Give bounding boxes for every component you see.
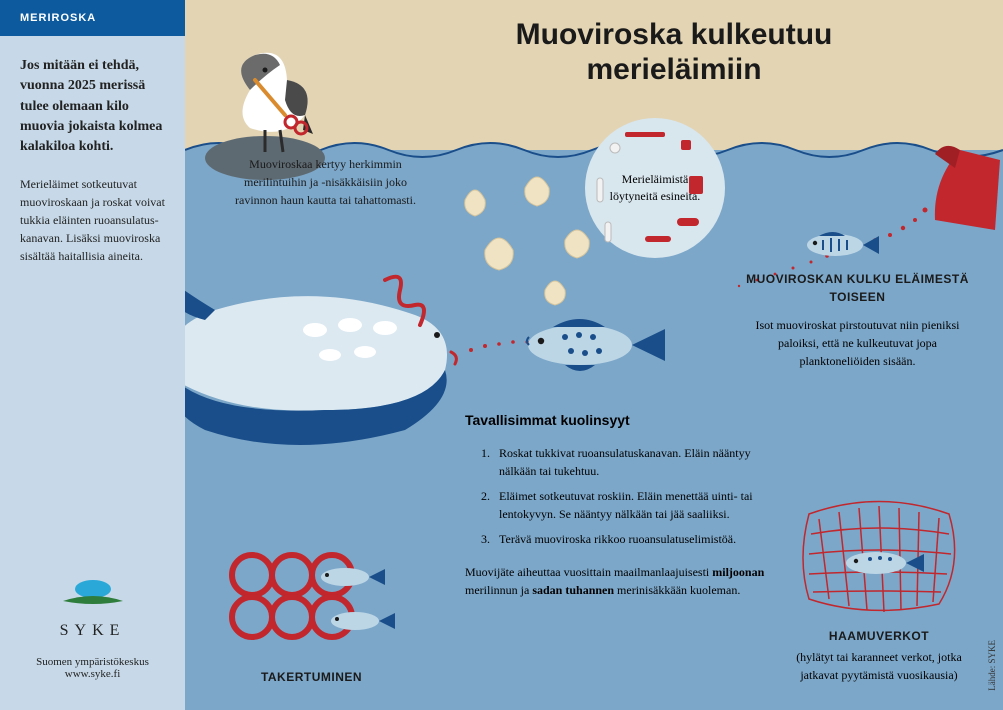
- org-url: www.syke.fi: [10, 668, 175, 680]
- ghost-net-block: HAAMUVERKOT (hylätyt tai karanneet verko…: [779, 494, 979, 684]
- ghost-heading: HAAMUVERKOT: [779, 628, 979, 645]
- transfer-body: Isot muoviroskat pirstoutuvat niin pieni…: [740, 316, 975, 370]
- causes-footer-mid: merilinnun ja: [465, 583, 532, 597]
- causes-heading: Tavallisimmat kuolinsyyt: [465, 410, 775, 432]
- sidebar: MERIROSKA Jos mitään ei tehdä, vuonna 20…: [0, 0, 185, 710]
- title-line-1: Muoviroska kulkeutuu: [516, 18, 833, 51]
- cause-item: Roskat tukkivat ruoansulatuskanavan. Elä…: [493, 444, 775, 481]
- sidebar-lead-text: Jos mitään ei tehdä, vuonna 2025 merissä…: [20, 56, 169, 157]
- ghost-body: (hylätyt tai karanneet verkot, jotka jat…: [779, 649, 979, 684]
- source-credit: Lähde: SYKE: [987, 640, 997, 691]
- org-name: Suomen ympäristökeskus: [10, 656, 175, 668]
- causes-footer-b2: sadan tuhannen: [532, 583, 614, 597]
- syke-logo-icon: [53, 571, 133, 614]
- page-title: Muoviroska kulkeutuu merieläimiin: [385, 18, 963, 87]
- main-panel: Muoviroska kulkeutuu merieläimiin M: [185, 0, 1003, 710]
- infographic-page: MERIROSKA Jos mitään ei tehdä, vuonna 20…: [0, 0, 1003, 710]
- transfer-heading: MUOVIROSKAN KULKU ELÄIMESTÄ TOISEEN: [740, 270, 975, 306]
- entangle-heading: TAKERTUMINEN: [219, 670, 404, 684]
- red-debris-icon: [375, 270, 435, 340]
- cause-item: Eläimet sotkeutuvat roskiin. Eläin menet…: [493, 487, 775, 524]
- causes-footer-post: merinisäkkään kuoleman.: [614, 583, 740, 597]
- entangle-block: TAKERTUMINEN: [219, 545, 404, 684]
- title-line-2: merieläimiin: [586, 53, 761, 86]
- syke-logo-text: SYKE: [10, 622, 175, 640]
- ghost-net-icon: [789, 494, 969, 614]
- sidebar-footer: SYKE Suomen ympäristökeskus www.syke.fi: [0, 571, 185, 710]
- causes-footer: Muovijäte aiheuttaa vuosittain maailman­…: [465, 563, 775, 600]
- intro-text: Muoviroskaa kertyy herkimmin merilintuih…: [233, 155, 418, 209]
- sixpack-rings-icon: [222, 545, 402, 655]
- debris-items-icon: [585, 118, 725, 258]
- causes-footer-pre: Muovijäte aiheuttaa vuosittain maailman­…: [465, 565, 712, 579]
- causes-footer-b1: miljoonan: [712, 565, 764, 579]
- cause-item: Terävä muoviroska rikkoo ruoan­sulatusel…: [493, 530, 775, 549]
- sidebar-body-text: Merieläimet sotkeutuvat muoviroskaan ja …: [20, 175, 169, 265]
- transfer-block: MUOVIROSKAN KULKU ELÄIMESTÄ TOISEEN Isot…: [740, 270, 975, 370]
- causes-block: Tavallisimmat kuolinsyyt Roskat tukkivat…: [465, 410, 775, 600]
- sidebar-header: MERIROSKA: [0, 0, 185, 36]
- sidebar-body: Jos mitään ei tehdä, vuonna 2025 merissä…: [0, 36, 185, 275]
- causes-list: Roskat tukkivat ruoansulatuskanavan. Elä…: [465, 444, 775, 549]
- found-items-circle: Merieläimistä löytyneitä esineitä.: [585, 118, 725, 258]
